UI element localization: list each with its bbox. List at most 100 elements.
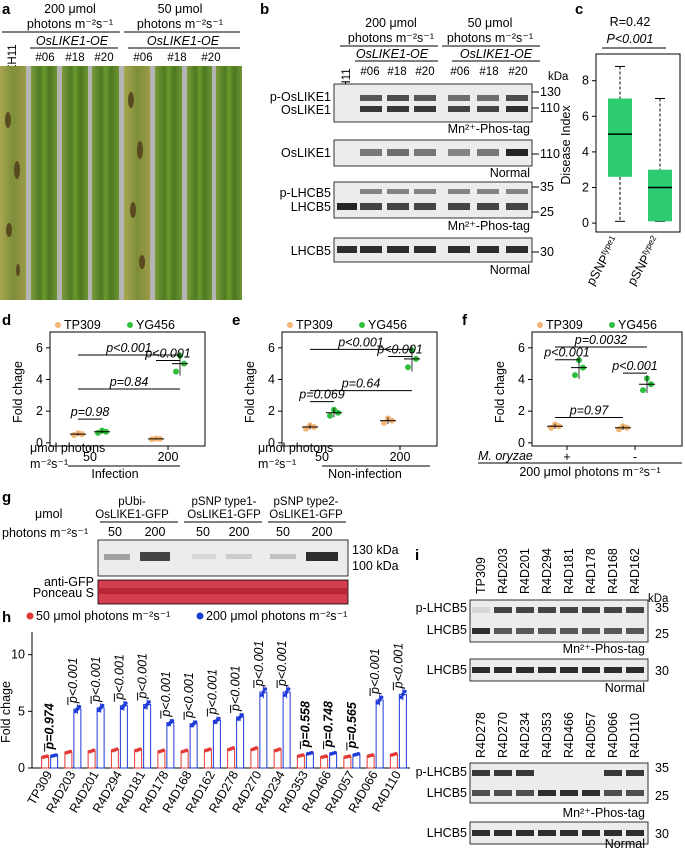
blot-1-caption: Mn²⁺-Phos-tag	[448, 122, 530, 136]
panel-h-point	[403, 689, 407, 694]
panel-h-pvalue: p<0.001	[229, 665, 243, 712]
panel-h-point	[143, 705, 147, 709]
band	[582, 607, 600, 613]
panel-h-bar	[259, 691, 268, 769]
panel-e-frame	[281, 331, 438, 447]
panel-d-legend-2: YG456	[136, 318, 175, 332]
band	[472, 607, 490, 613]
band	[472, 790, 490, 796]
panel-h-point	[122, 703, 126, 708]
panel-h-ytick-label: 0	[18, 761, 25, 775]
band	[387, 189, 409, 194]
panel-c-xlabel-2: pSNPtype2	[623, 233, 664, 288]
panel-c-ylabel: Disease Index	[559, 105, 573, 185]
panel-a-lane-1: #06	[35, 52, 54, 64]
blot-4-caption: Normal	[490, 263, 530, 277]
band	[360, 189, 382, 194]
panel-i-lane: R4D178	[584, 548, 598, 594]
band	[506, 246, 528, 253]
panel-h-pvalue: p<0.001	[89, 656, 103, 703]
band	[560, 628, 578, 634]
band	[360, 106, 382, 112]
panel-i-lane: R4D057	[584, 712, 598, 758]
panel-b-lane-1: #06	[360, 66, 379, 78]
panel-h-point	[240, 713, 244, 717]
band	[538, 790, 556, 796]
panel-a-group-left: OsLIKE1-OE	[36, 34, 109, 48]
band	[270, 554, 296, 559]
panel-h-pvalue: p<0.001	[368, 648, 382, 695]
panel-h-point	[170, 719, 175, 723]
band	[538, 830, 556, 836]
blot-i2-normal	[469, 821, 649, 845]
band	[582, 790, 600, 796]
panel-h-bar	[236, 716, 245, 769]
panel-d-pvalue: p=0.98	[70, 405, 110, 419]
panel-g-label: g	[2, 489, 11, 506]
band	[414, 189, 436, 194]
legend-blue-dot-icon	[196, 612, 204, 620]
band	[360, 203, 382, 210]
band	[387, 246, 409, 253]
panel-f-ytick-label: 2	[518, 404, 525, 418]
panel-f-xtick-label: +	[563, 450, 570, 464]
panel-f-static: f M. oryzae 200 μmol photons m⁻²s⁻¹	[462, 312, 682, 479]
panel-b-label: b	[260, 1, 269, 18]
band	[560, 830, 578, 836]
panel-h-bar	[143, 704, 152, 769]
panel-h-pvalue: p<0.001	[66, 658, 80, 705]
panel-i-lane: R4D234	[518, 712, 532, 758]
panel-h-point	[184, 748, 189, 753]
panel-i1-caption-2: Normal	[605, 681, 645, 695]
panel-i2-row-3: LHCB5	[427, 826, 467, 840]
lesion-icon	[6, 223, 12, 237]
panel-h-bar	[64, 751, 73, 769]
panel-d-ytick-label: 0	[36, 436, 43, 450]
band	[360, 246, 382, 253]
leaf-20-200	[92, 66, 119, 300]
panel-i-lane: R4D162	[628, 548, 642, 594]
panel-h-point	[115, 747, 119, 751]
panel-d-frame	[49, 331, 206, 447]
band	[604, 667, 622, 673]
leaf-18-50	[187, 66, 212, 300]
panel-h-point	[261, 690, 266, 694]
panel-c-frame	[595, 53, 681, 233]
legend-orange-dot-icon	[537, 322, 543, 328]
band	[387, 95, 409, 101]
lesion-icon	[137, 141, 143, 159]
panel-c: c R=0.42 P<0.001 0 2 4 6 8 Disease Index pSN…	[559, 1, 681, 288]
panel-h-bar	[250, 748, 259, 769]
panel-d-pvalue: p<0.001	[105, 341, 152, 355]
band	[414, 95, 436, 101]
blot-2-marker-1: 110	[540, 147, 560, 161]
band	[560, 667, 578, 673]
band	[448, 106, 470, 112]
band	[472, 667, 490, 673]
panel-h-point	[120, 706, 124, 710]
panel-g: g μmol photons m⁻²s⁻¹ pUbi- OsLIKE1-GFP …	[2, 489, 399, 605]
panel-e-point	[327, 412, 333, 419]
panel-f-condition: 200 μmol photons m⁻²s⁻¹	[519, 465, 660, 479]
panel-h-pvalue: p<0.001	[275, 641, 289, 688]
panel-h-point	[161, 748, 166, 753]
panel-h-bar	[134, 749, 143, 769]
panel-h-point	[310, 750, 314, 755]
panel-d-legend-1: TP309	[64, 318, 101, 332]
band	[516, 667, 534, 673]
panel-e-point	[405, 364, 411, 371]
panel-h-pvalue: p<0.001	[112, 654, 126, 701]
blot-i2-normal-bands	[472, 830, 644, 836]
panel-h-point	[375, 700, 380, 705]
panel-h-point	[231, 746, 235, 750]
panel-h-bar	[180, 750, 189, 769]
panel-a-header-right-1: 50 μmol	[158, 2, 203, 16]
band	[337, 203, 357, 210]
panel-h-point	[394, 752, 398, 756]
panel-e-ytick-label: 2	[268, 404, 275, 418]
panel-h: h 50 μmol photons m⁻²s⁻¹ 200 μmol photon…	[0, 609, 410, 815]
panel-b-header-right-2: photons m⁻²s⁻¹	[447, 31, 533, 45]
panel-b-group-left: OsLIKE1-OE	[356, 47, 429, 61]
band	[604, 770, 622, 776]
band	[140, 552, 170, 561]
